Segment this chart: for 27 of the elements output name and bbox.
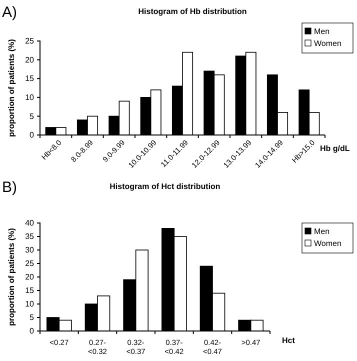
y-tick-label: 5: [30, 112, 35, 121]
x-axis-title: Hb g/dL: [320, 144, 350, 153]
y-tick-label: 15: [25, 74, 35, 84]
y-tick-label: 10: [25, 92, 35, 102]
x-axis-title: Hct: [282, 336, 296, 345]
y-tick-label: 40: [25, 218, 35, 228]
y-tick-label: 25: [25, 259, 35, 268]
y-tick-label: 15: [25, 286, 35, 296]
y-axis-title: proportion of patients (%): [7, 228, 16, 326]
chart-title: Histogram of Hct distribution: [110, 182, 220, 191]
y-tick-label: 0: [30, 326, 35, 336]
y-tick-label: 20: [25, 272, 35, 282]
chart-title: Histogram of Hb distribution: [138, 7, 247, 16]
text: A): [2, 4, 18, 21]
legend-label: Men: [314, 227, 330, 236]
legend-label: Women: [314, 39, 342, 48]
y-tick-label: 10: [25, 300, 35, 309]
legend-label: Women: [314, 239, 342, 248]
y-tick-label: 30: [25, 246, 35, 255]
y-axis-title: proportion of patients (%): [7, 38, 16, 137]
y-tick-label: 0: [30, 130, 35, 140]
y-tick-label: 5: [30, 313, 35, 322]
y-tick-label: 35: [25, 232, 35, 242]
y-tick-label: 20: [25, 55, 35, 64]
y-tick-label: 25: [25, 36, 35, 46]
text: B): [2, 179, 18, 196]
legend-label: Men: [314, 27, 330, 36]
